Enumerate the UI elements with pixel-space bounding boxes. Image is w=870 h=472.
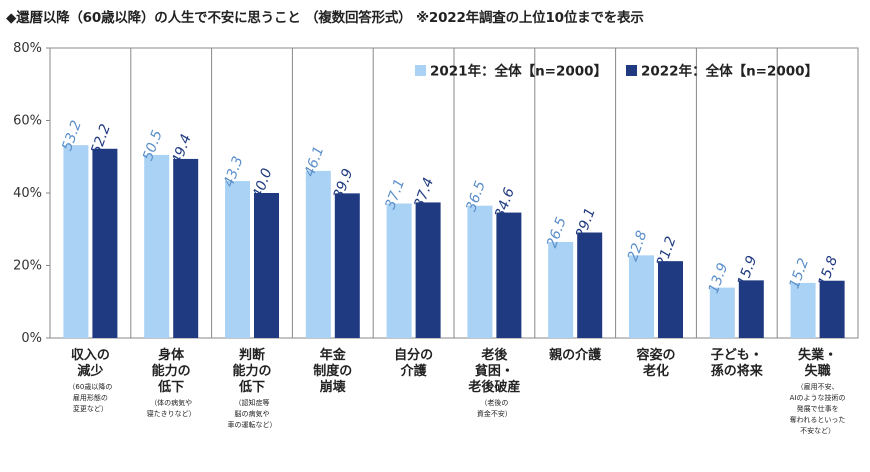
- bar-2022: [92, 148, 118, 338]
- bar-2022: [577, 232, 603, 338]
- bar-2021: [63, 145, 89, 338]
- legend-label: 2022年：全体【n=2000】: [641, 63, 818, 80]
- y-tick-label: 80%: [13, 41, 42, 56]
- bar-2021: [790, 282, 816, 338]
- category-note: （体の病気や 寝たきりなど）: [146, 399, 196, 418]
- category-label: 収入の 減少: [70, 348, 110, 379]
- bar-2022: [334, 193, 360, 338]
- category-label: 容姿の 老化: [636, 348, 676, 379]
- category-label: 老後 貧困・ 老後破産: [468, 348, 521, 395]
- category-label: 年金 制度の 崩壊: [313, 348, 353, 395]
- category-note: （認知症等 脳の病気や 車の運転など）: [227, 399, 277, 429]
- category-label: 失業・ 失職: [798, 348, 838, 379]
- bar-2022: [658, 261, 683, 338]
- category-note: （老後の 資金不安）: [476, 399, 512, 418]
- category-label: 身体 能力の 低下: [151, 348, 191, 395]
- category-label: 自分の 介護: [394, 348, 434, 379]
- bar-2022: [738, 280, 764, 338]
- y-tick-label: 40%: [13, 186, 42, 201]
- bar-2021: [305, 170, 331, 338]
- category-label: 親の介護: [549, 348, 602, 363]
- bar-2021: [386, 203, 412, 338]
- category-note: （雇用不安、 AIのような技術の 発展で仕事を 奪われるといった 不安など）: [789, 383, 846, 435]
- y-tick-label: 20%: [13, 259, 42, 274]
- category-label: 判断 能力の 低下: [232, 348, 272, 395]
- y-tick-label: 60%: [13, 114, 42, 129]
- bar-2021: [709, 287, 735, 338]
- category-label: 子ども・ 孫の将来: [710, 348, 763, 379]
- bar-2022: [254, 193, 279, 338]
- category-note: （60歳以降の 雇用形態の 変更など）: [68, 383, 113, 413]
- bar-2021: [548, 241, 574, 338]
- chart-title: ◆還暦以降（60歳以降）の人生で不安に思うこと （複数回答形式） ※2022年調…: [6, 10, 644, 26]
- legend-swatch: [415, 65, 426, 76]
- bar-2022: [415, 202, 441, 338]
- bar-2021: [467, 205, 493, 338]
- bar-2021: [225, 181, 250, 338]
- bar-2022: [819, 280, 845, 338]
- legend-label: 2021年：全体【n=2000】: [430, 63, 607, 80]
- bar-2022: [173, 158, 199, 338]
- bar-2022: [496, 212, 522, 338]
- bar-2021: [629, 255, 654, 338]
- y-tick-label: 0%: [21, 331, 42, 346]
- legend-swatch: [626, 65, 637, 76]
- bar-2021: [144, 154, 170, 338]
